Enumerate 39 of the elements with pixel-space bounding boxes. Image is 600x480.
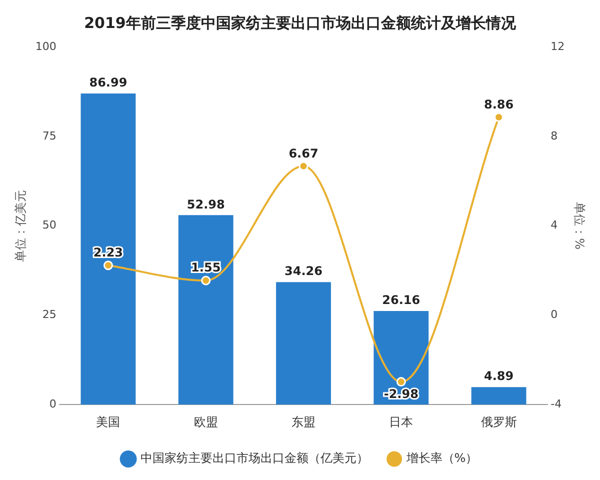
bar bbox=[471, 387, 526, 405]
legend-label: 中国家纺主要出口市场出口金额（亿美元） bbox=[140, 451, 368, 466]
y-axis-title: 单位：亿美元 bbox=[13, 190, 28, 262]
y2-tick-label: 8 bbox=[550, 129, 558, 142]
y2-tick-label: 0 bbox=[550, 308, 558, 322]
point bbox=[396, 377, 406, 387]
data-label: 86.99 bbox=[89, 76, 128, 90]
x-tick-label: 东盟 bbox=[292, 414, 316, 429]
legend-label: 增长率（%） bbox=[405, 451, 478, 466]
data-label: -2.98 bbox=[384, 386, 418, 401]
data-label: 8.86 bbox=[484, 97, 514, 112]
chart-title: 2019年前三季度中国家纺主要出口市场出口金额统计及增长情况 bbox=[84, 14, 517, 32]
data-label: 1.55 bbox=[191, 260, 221, 275]
data-label: 2.23 bbox=[93, 245, 124, 260]
x-tick-label: 日本 bbox=[389, 414, 414, 429]
data-label: 4.89 bbox=[484, 369, 514, 384]
data-label: 6.67 bbox=[288, 146, 318, 160]
y2-tick-label: 4 bbox=[550, 218, 558, 232]
data-label: 34.26 bbox=[284, 264, 322, 278]
point bbox=[103, 260, 113, 270]
y-tick-label: 75 bbox=[42, 129, 56, 142]
x-tick-label: 美国 bbox=[96, 414, 120, 429]
bar bbox=[80, 94, 136, 405]
y-tick-label: 25 bbox=[42, 308, 56, 322]
bar bbox=[178, 215, 234, 405]
data-label: 52.98 bbox=[186, 197, 225, 212]
y2-axis-title: 单位：% bbox=[572, 202, 587, 250]
point bbox=[201, 276, 211, 286]
y-tick-label: 100 bbox=[35, 40, 56, 53]
x-tick-label: 俄罗斯 bbox=[480, 414, 517, 429]
y-tick-label: 50 bbox=[42, 218, 56, 232]
bar bbox=[374, 311, 429, 405]
x-tick-label: 欧盟 bbox=[194, 414, 218, 429]
y2-tick-label: -4 bbox=[550, 397, 562, 410]
data-label: 26.16 bbox=[382, 293, 420, 308]
point bbox=[298, 161, 308, 171]
bar bbox=[276, 282, 331, 405]
y-tick-label: 0 bbox=[49, 397, 56, 410]
y2-tick-label: 12 bbox=[550, 40, 565, 53]
